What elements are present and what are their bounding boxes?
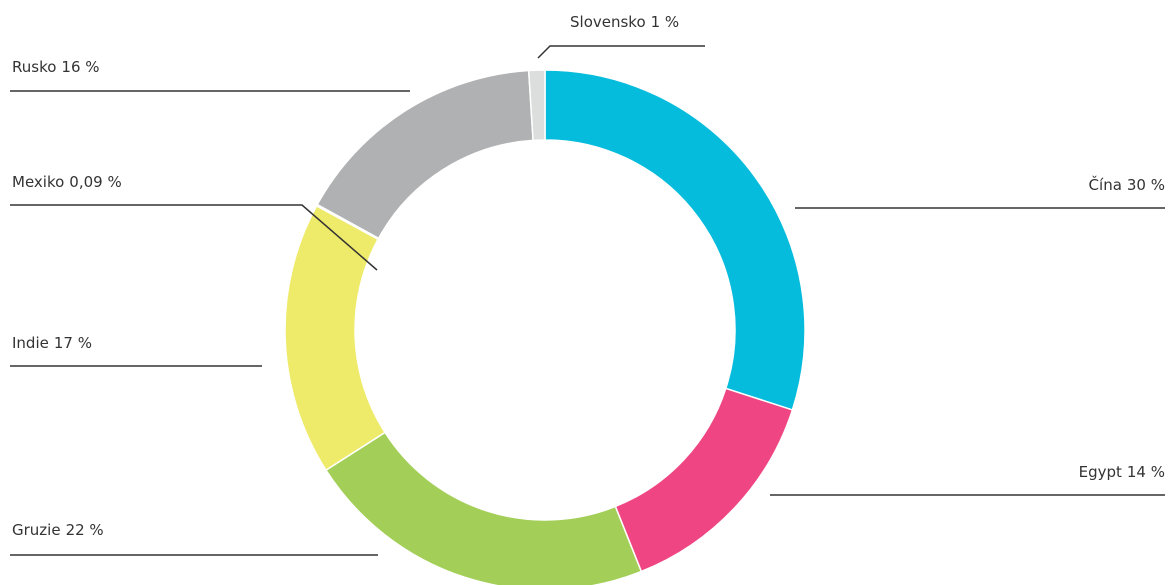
value-label: 14 % bbox=[1127, 463, 1165, 481]
slice-label: Čína 30 % bbox=[1089, 175, 1165, 194]
value-label: 30 % bbox=[1127, 176, 1165, 194]
slice-label: Egypt 14 % bbox=[1079, 463, 1165, 481]
slice-label: Mexiko 0,09 % bbox=[12, 173, 122, 191]
slice bbox=[527, 69, 546, 142]
slice bbox=[614, 387, 794, 573]
slice-label: Rusko 16 % bbox=[12, 58, 100, 76]
slice bbox=[284, 204, 386, 472]
slice-label: Gruzie 22 % bbox=[12, 521, 104, 539]
category-name: Rusko bbox=[12, 58, 56, 76]
value-label: 17 % bbox=[54, 334, 92, 352]
value-label: 16 % bbox=[61, 58, 99, 76]
category-name: Gruzie bbox=[12, 521, 61, 539]
slice-label: Slovensko 1 % bbox=[570, 13, 679, 31]
category-name: Slovensko bbox=[570, 13, 646, 31]
value-label: 0,09 % bbox=[69, 173, 121, 191]
slice bbox=[324, 431, 643, 585]
value-label: 22 % bbox=[66, 521, 104, 539]
value-label: 1 % bbox=[651, 13, 680, 31]
slice bbox=[316, 69, 534, 240]
leader-line bbox=[537, 45, 705, 59]
category-name: Indie bbox=[12, 334, 49, 352]
category-name: Egypt bbox=[1079, 463, 1122, 481]
slice-label: Indie 17 % bbox=[12, 334, 92, 352]
category-name: Čína bbox=[1089, 175, 1122, 194]
slice bbox=[544, 69, 806, 411]
leader-line bbox=[10, 204, 378, 271]
category-name: Mexiko bbox=[12, 173, 64, 191]
